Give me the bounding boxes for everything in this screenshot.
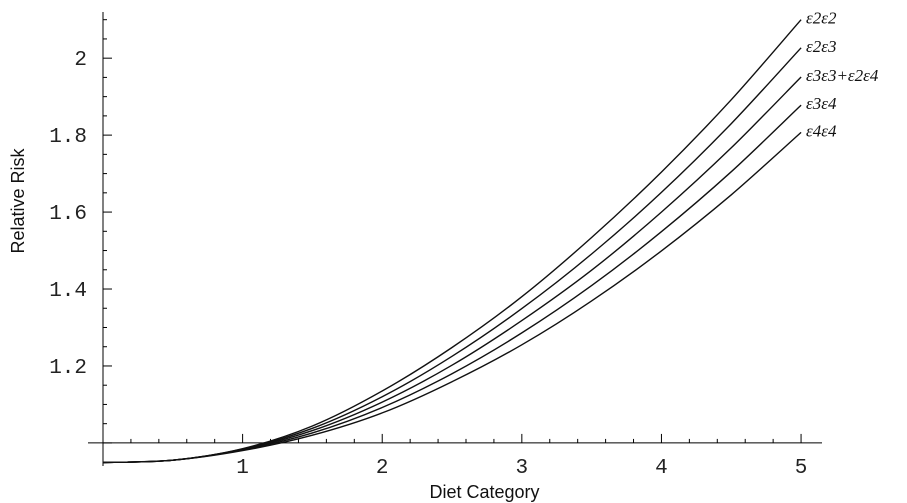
series-line — [102, 19, 802, 464]
y-tick-label: 2 — [74, 49, 87, 72]
x-tick-label: 2 — [376, 457, 389, 480]
y-tick-label: 1.4 — [49, 280, 87, 303]
series-label: ε3ε4 — [806, 94, 837, 113]
series-label: ε2ε3 — [806, 37, 836, 56]
x-axis-title: Diet Category — [429, 482, 539, 502]
series-label: ε3ε3+ε2ε4 — [806, 66, 879, 85]
series-line — [102, 76, 802, 464]
x-tick-label: 3 — [516, 457, 529, 480]
y-tick-label: 1.6 — [49, 203, 87, 226]
y-axis-title: Relative Risk — [8, 147, 28, 253]
y-tick-label: 1.8 — [49, 126, 87, 149]
axes — [88, 12, 822, 466]
x-tick-label: 5 — [795, 457, 808, 480]
y-tick-label: 1.2 — [49, 357, 87, 380]
series-lines — [102, 19, 802, 464]
series-label: ε2ε2 — [806, 9, 837, 28]
x-tick-label: 1 — [236, 457, 249, 480]
series-label: ε4ε4 — [806, 121, 837, 140]
series-line — [102, 47, 802, 464]
series-line — [102, 131, 802, 464]
series-labels: ε2ε2 ε2ε3 ε3ε3+ε2ε4 ε3ε4 ε4ε4 — [806, 9, 879, 141]
x-ticks: 1 2 3 4 5 — [130, 433, 808, 480]
x-tick-label: 4 — [655, 457, 668, 480]
y-ticks: 1.2 1.4 1.6 1.8 2 — [49, 19, 112, 463]
